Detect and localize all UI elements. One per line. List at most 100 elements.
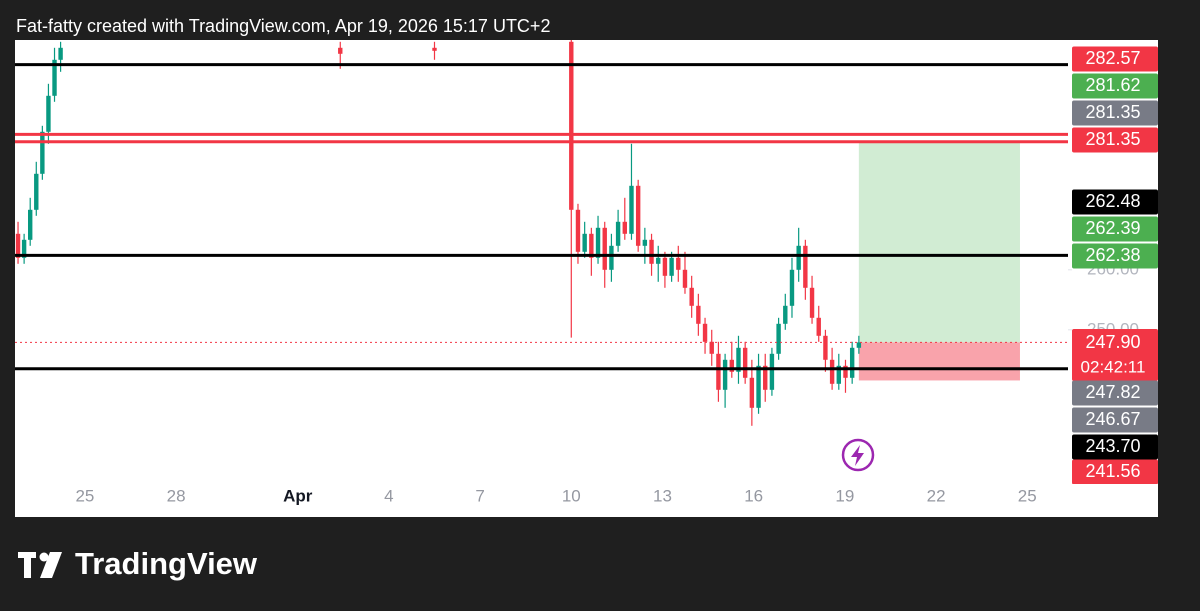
candle-body (849, 347, 855, 378)
x-tick-label: 19 (835, 486, 854, 505)
price-label-bg (1072, 189, 1158, 215)
candle-body (809, 287, 815, 318)
candle-body (662, 257, 668, 276)
x-tick-label: 4 (384, 486, 393, 505)
candle-body (629, 185, 634, 234)
logo-stem (24, 552, 31, 578)
x-tick-label: 28 (167, 486, 186, 505)
price-label: 247.90 (1085, 332, 1140, 352)
candle-body (21, 239, 27, 258)
candle-body (338, 47, 343, 54)
candle-body (40, 131, 45, 174)
logo-dot (39, 552, 49, 562)
candle-body (642, 239, 648, 246)
brand: TradingView (75, 546, 258, 581)
x-tick-label: 10 (562, 486, 581, 505)
price-label-bg (1072, 459, 1158, 485)
price-label: 282.57 (1085, 48, 1140, 68)
candle-body (736, 347, 741, 372)
candle-body (682, 269, 688, 288)
price-label-bg (1072, 73, 1158, 99)
candle-body (742, 347, 748, 378)
price-label-bg (1072, 243, 1158, 269)
price-label: 241.56 (1085, 461, 1140, 481)
price-label: 262.39 (1085, 218, 1140, 238)
candle-body (729, 359, 734, 372)
candle-body (609, 245, 614, 270)
loss-zone (858, 342, 1020, 381)
candle-body (689, 287, 694, 306)
price-label: 281.35 (1085, 129, 1140, 149)
price-label: 262.38 (1085, 245, 1140, 265)
candle-body (602, 227, 607, 270)
price-label-bg (1072, 329, 1158, 381)
x-tick-label: 22 (927, 486, 946, 505)
price-label-bg (1072, 380, 1158, 406)
logo-slash (40, 552, 62, 578)
x-tick-label: 25 (75, 486, 94, 505)
price-label: 243.70 (1085, 436, 1140, 456)
candle-body (829, 359, 835, 384)
price-label-bg (1072, 100, 1158, 126)
candle-body (756, 365, 761, 408)
candle-body (669, 257, 674, 276)
candle-body (789, 269, 795, 306)
candle-body (676, 257, 681, 270)
candle-body (709, 341, 714, 354)
price-label: 247.82 (1085, 382, 1140, 402)
candle-body (615, 221, 621, 246)
plot-content (15, 40, 1020, 426)
price-label-timer: 02:42:11 (1081, 357, 1146, 376)
candle-body (656, 257, 661, 264)
candle-body (589, 233, 594, 258)
plot-area (15, 40, 1068, 426)
x-tick-label: Apr (283, 486, 313, 505)
candle-body (34, 173, 39, 210)
candle-body (816, 317, 821, 336)
price-label-bg (1072, 434, 1158, 460)
candle-body (622, 221, 627, 234)
candle-body (836, 365, 841, 384)
x-tick-label: 13 (653, 486, 672, 505)
candle-body (582, 233, 587, 252)
panel-cutoff (1068, 484, 1158, 517)
candle-body (52, 59, 57, 96)
price-label: 246.67 (1085, 409, 1140, 429)
candle-body (27, 209, 33, 240)
header-title: Fat-fatty created with TradingView.com, … (16, 16, 550, 36)
price-label-bg (1072, 407, 1158, 433)
candle-body (776, 323, 781, 354)
candle-body (803, 245, 808, 288)
candle-body (58, 47, 63, 60)
price-label-bg (1072, 127, 1158, 153)
candle-body (702, 323, 708, 342)
alert-icon[interactable] (841, 438, 875, 472)
x-tick-label: 25 (1018, 486, 1037, 505)
candle-body (432, 47, 437, 51)
candle-body (46, 95, 51, 132)
candle-body (763, 365, 768, 390)
candle-body (843, 365, 848, 378)
logo: TradingView (18, 546, 258, 581)
candle-body (856, 342, 862, 348)
x-tick-label: 7 (475, 486, 484, 505)
price-label-bg (1072, 46, 1158, 72)
candle-body (696, 305, 701, 324)
candle-body (575, 209, 581, 252)
price-label-bg (1072, 216, 1158, 242)
price-label: 281.62 (1085, 75, 1140, 95)
alert-bolt (851, 445, 864, 466)
candle-body (796, 245, 801, 270)
candle-body (15, 233, 21, 258)
candle-body (769, 353, 775, 390)
candle-body (783, 305, 788, 324)
candle-body (722, 359, 728, 390)
price-label: 281.35 (1085, 102, 1140, 122)
candle-body (749, 377, 755, 408)
candle-body (595, 227, 601, 258)
candle-body (635, 185, 641, 246)
candle-body (649, 239, 654, 264)
candle-body (823, 335, 828, 360)
profit-zone (858, 141, 1020, 343)
